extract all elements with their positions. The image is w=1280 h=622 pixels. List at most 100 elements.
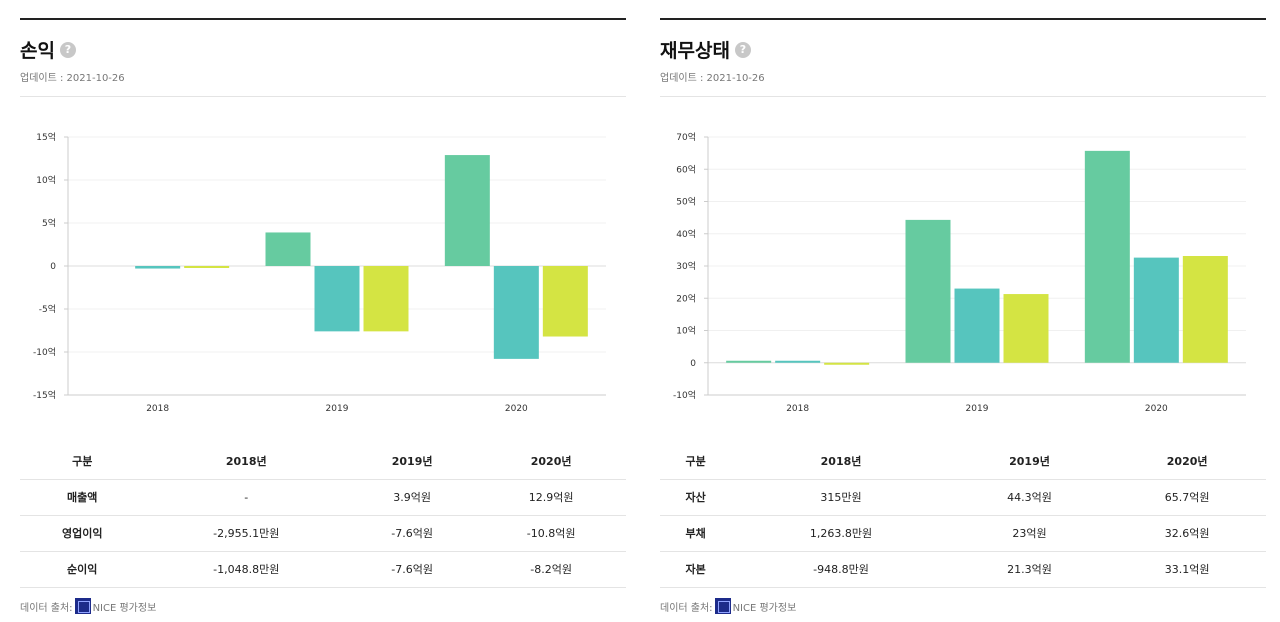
y-tick-label: 15억 xyxy=(36,131,56,143)
profit-loss-chart: 15억 10억 5억 0 -5억 -10억 -15억 2018 2019 2020 xyxy=(33,131,606,414)
table-header: 2019년 xyxy=(950,443,1109,480)
bar xyxy=(954,288,1000,363)
row-label: 자산 xyxy=(660,479,732,516)
table-header: 2020년 xyxy=(476,443,626,480)
divider xyxy=(660,96,1266,97)
bar xyxy=(542,266,588,337)
panel-financial-status: 재무상태 ? 업데이트 : 2021-10-26 70억 60억 50억 40억 30억… xyxy=(660,18,1266,618)
update-date: 업데이트 : 2021-10-26 xyxy=(20,73,125,84)
bar xyxy=(775,360,821,363)
table-row: 자산 315만원 44.3억원 65.7억원 xyxy=(660,479,1266,516)
table-row: 부채 1,263.8만원 23억원 32.6억원 xyxy=(660,515,1266,552)
y-tick-label: 0 xyxy=(690,359,696,369)
panel-profit-loss: 손익 ? 업데이트 : 2021-10-26 15억 10억 5억 0 -5억 -10억 -… xyxy=(20,18,626,618)
bar xyxy=(135,266,181,269)
y-tick-label: 10억 xyxy=(676,325,696,337)
table-header-row: 구분 2018년 2019년 2020년 xyxy=(20,443,626,480)
table-cell: 12.9억원 xyxy=(476,479,626,516)
nice-logo-icon xyxy=(74,598,91,614)
data-source: 데이터 출처: NICE 평가정보 xyxy=(20,598,156,614)
y-tick-label: 20억 xyxy=(676,292,696,304)
profit-loss-table: 구분 2018년 2019년 2020년 매출액 - 3.9억원 12.9억원 … xyxy=(20,443,626,588)
y-tick-label: 0 xyxy=(50,262,56,272)
bar xyxy=(726,360,772,363)
row-label: 자본 xyxy=(660,551,732,588)
table-header: 2018년 xyxy=(144,443,349,480)
x-tick-label: 2018 xyxy=(146,404,169,414)
x-tick-label: 2020 xyxy=(1145,404,1168,414)
table-cell: -7.6억원 xyxy=(348,515,477,552)
divider xyxy=(20,96,626,97)
table-header: 2020년 xyxy=(1108,443,1266,480)
bar xyxy=(1003,294,1049,363)
data-source: 데이터 출처: NICE 평가정보 xyxy=(660,598,796,614)
y-tick-label: 70억 xyxy=(676,131,696,143)
table-cell: -948.8만원 xyxy=(731,551,951,588)
table-cell: 3.9억원 xyxy=(348,479,477,516)
table-row: 자본 -948.8만원 21.3억원 33.1억원 xyxy=(660,551,1266,588)
financial-status-chart: 70억 60억 50억 40억 30억 20억 10억 0 -10억 2018 2019 2020 xyxy=(673,131,1246,414)
data-source-label: 데이터 출처: xyxy=(660,602,713,614)
table-cell: -2,955.1만원 xyxy=(144,515,349,552)
bar xyxy=(314,266,360,332)
table-row: 영업이익 -2,955.1만원 -7.6억원 -10.8억원 xyxy=(20,515,626,552)
bar xyxy=(1182,256,1228,363)
table-cell: 33.1억원 xyxy=(1108,551,1266,588)
help-icon[interactable]: ? xyxy=(59,41,76,58)
table-cell: 32.6억원 xyxy=(1108,515,1266,552)
y-tick-label: 40억 xyxy=(676,228,696,240)
y-tick-label: 10억 xyxy=(36,174,56,186)
x-tick-label: 2019 xyxy=(326,404,349,414)
bar xyxy=(444,155,490,266)
x-tick-label: 2018 xyxy=(786,404,809,414)
y-tick-label: -10억 xyxy=(673,389,696,401)
row-label: 영업이익 xyxy=(20,515,145,552)
table-cell: -10.8억원 xyxy=(476,515,626,552)
table-row: 매출액 - 3.9억원 12.9억원 xyxy=(20,479,626,516)
y-tick-label: -15억 xyxy=(33,389,56,401)
panel-title-text: 재무상태 xyxy=(660,40,730,62)
row-label: 매출액 xyxy=(20,479,145,516)
update-date: 업데이트 : 2021-10-26 xyxy=(660,73,765,84)
row-label: 순이익 xyxy=(20,551,145,588)
table-header: 2018년 xyxy=(731,443,951,480)
x-tick-label: 2020 xyxy=(505,404,528,414)
table-header: 2019년 xyxy=(348,443,477,480)
table-cell: -8.2억원 xyxy=(476,551,626,588)
table-cell: 315만원 xyxy=(731,479,951,516)
bar xyxy=(265,232,311,266)
table-cell: 21.3억원 xyxy=(950,551,1109,588)
data-source-label: 데이터 출처: xyxy=(20,602,73,614)
y-tick-label: 50억 xyxy=(676,196,696,208)
x-tick-label: 2019 xyxy=(966,404,989,414)
data-source-name: NICE 평가정보 xyxy=(92,602,157,614)
y-tick-label: 5억 xyxy=(42,217,56,229)
panel-title-text: 손익 xyxy=(20,40,55,62)
table-cell: - xyxy=(144,479,349,516)
table-row: 순이익 -1,048.8만원 -7.6억원 -8.2억원 xyxy=(20,551,626,588)
panel-title: 재무상태 ? xyxy=(660,36,751,63)
help-icon[interactable]: ? xyxy=(734,41,751,58)
bar xyxy=(1084,150,1130,363)
panel-title: 손익 ? xyxy=(20,36,76,63)
nice-logo-icon xyxy=(714,598,731,614)
data-source-name: NICE 평가정보 xyxy=(732,602,797,614)
y-tick-label: -5억 xyxy=(39,303,56,315)
bar xyxy=(184,266,230,268)
bar xyxy=(363,266,409,332)
table-cell: 65.7억원 xyxy=(1108,479,1266,516)
table-header-row: 구분 2018년 2019년 2020년 xyxy=(660,443,1266,480)
table-header: 구분 xyxy=(20,443,145,480)
table-header: 구분 xyxy=(660,443,732,480)
financial-status-table: 구분 2018년 2019년 2020년 자산 315만원 44.3억원 65.… xyxy=(660,443,1266,588)
bar xyxy=(905,219,951,363)
table-cell: 1,263.8만원 xyxy=(731,515,951,552)
bar xyxy=(1133,257,1179,363)
bar xyxy=(824,362,870,365)
bar xyxy=(493,266,539,359)
row-label: 부채 xyxy=(660,515,732,552)
y-tick-label: 60억 xyxy=(676,163,696,175)
y-tick-label: 30억 xyxy=(676,260,696,272)
table-cell: -1,048.8만원 xyxy=(144,551,349,588)
y-tick-label: -10억 xyxy=(33,346,56,358)
